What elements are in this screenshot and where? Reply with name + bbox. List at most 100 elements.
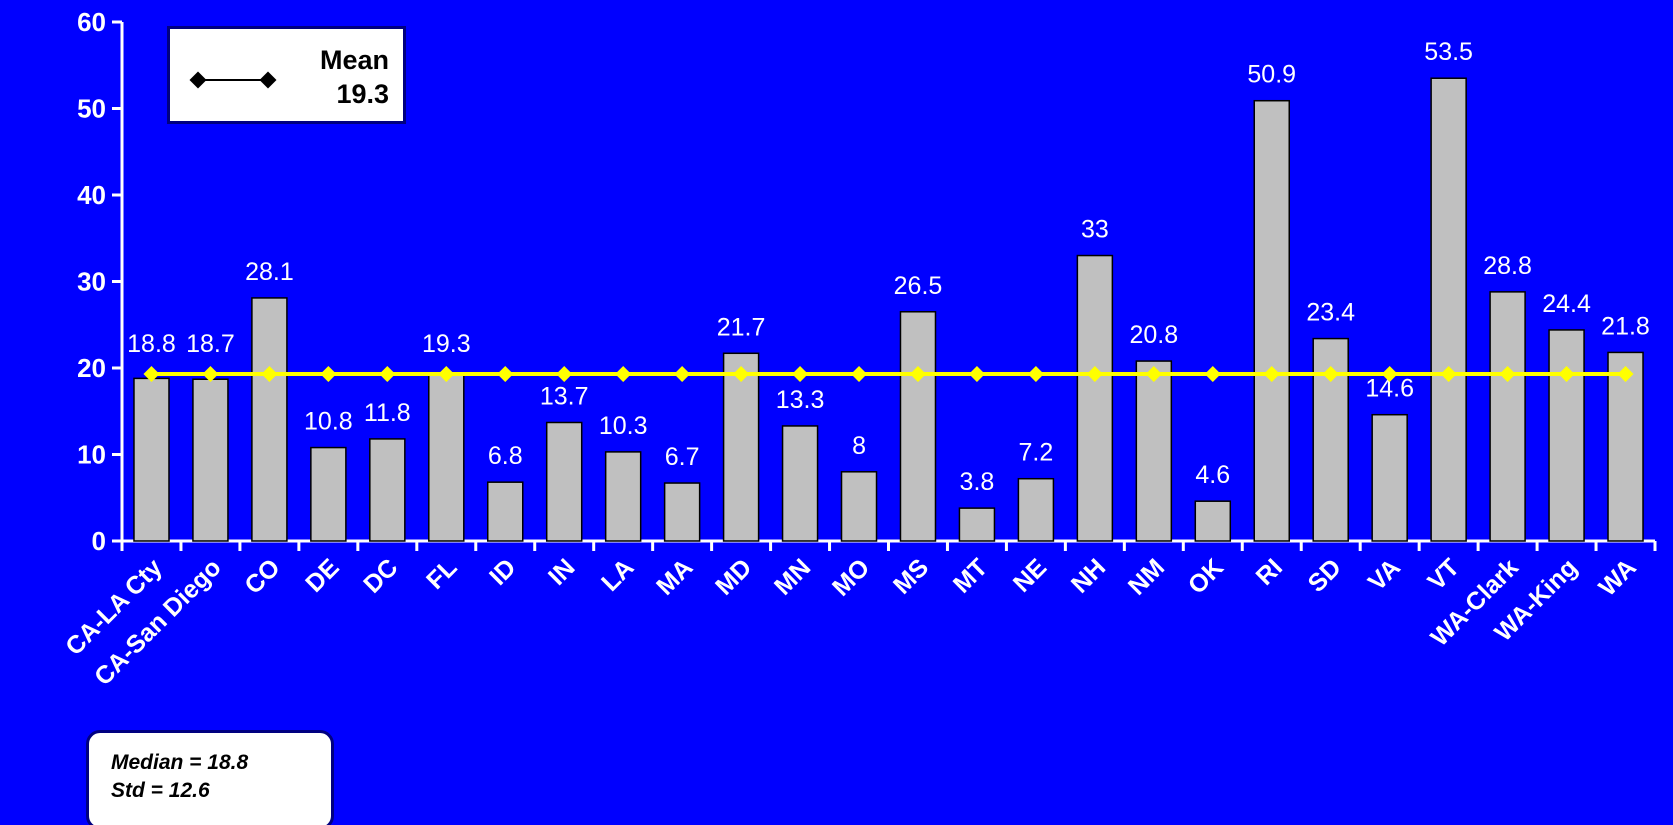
bar [663,482,701,542]
data-label: 21.8 [1601,312,1650,340]
data-label: 18.8 [127,330,176,358]
legend: Mean 19.3 [167,26,406,124]
legend-series-name: Mean [319,45,389,75]
median-text: Median = 18.8 [111,751,249,774]
x-tick-label: RI [1251,553,1288,590]
stats-box: Median = 18.8 Std = 12.6 [86,730,334,825]
data-label: 28.1 [245,258,294,286]
mean-marker [1027,366,1044,383]
x-tick-label: NE [1008,553,1052,597]
mean-marker [143,366,160,383]
data-label: 33 [1081,216,1109,244]
mean-marker [202,366,219,383]
bar [192,378,229,542]
bar [487,481,524,542]
mean-marker [674,366,691,383]
mean-marker [1617,366,1634,383]
mean-marker [968,366,985,383]
data-label: 8 [852,432,866,460]
bar [604,451,642,542]
legend-mean-value: 19.3 [336,79,389,109]
legend-label: Mean 19.3 [320,43,389,111]
bar [958,507,996,542]
mean-marker [438,366,455,383]
data-label: 10.3 [599,412,648,440]
x-tick-label: MA [651,553,698,600]
mean-marker [1381,366,1398,383]
bar [428,373,465,542]
mean-marker [261,366,278,383]
x-tick-label: WA [1593,553,1641,601]
y-tick-label: 60 [77,7,106,37]
data-label: 19.3 [422,330,471,358]
data-label: 18.7 [186,330,235,358]
bar [899,311,937,542]
x-tick-label: DE [300,553,344,597]
mean-marker [1499,366,1516,383]
mean-marker [497,366,514,383]
bar [722,352,760,542]
bar [1253,99,1290,542]
mean-marker [909,366,926,383]
data-label: 50.9 [1247,61,1296,89]
y-tick-label: 50 [77,94,106,124]
data-label: 4.6 [1195,461,1230,489]
data-label: 53.5 [1424,38,1473,66]
mean-marker [733,366,750,383]
bar [781,425,819,542]
bar [1430,77,1467,542]
mean-marker [379,366,396,383]
mean-marker [1558,366,1575,383]
mean-marker [320,366,337,383]
mean-marker [1086,366,1103,383]
bar [545,421,583,542]
mean-marker [1440,366,1457,383]
mean-marker [851,366,868,383]
mean-marker [556,366,573,383]
bar [251,297,288,542]
x-tick-label: MD [710,553,757,600]
bar [840,471,878,542]
x-tick-label: VT [1422,553,1464,595]
mean-marker [1322,366,1339,383]
data-label: 10.8 [304,408,353,436]
x-tick-label: MO [827,553,875,601]
x-tick-label: LA [596,553,639,596]
bar [1135,360,1173,542]
data-label: 3.8 [960,468,995,496]
x-tick-label: MS [888,553,934,599]
mean-marker [1263,366,1280,383]
data-label: 26.5 [894,272,943,300]
mean-marker [1204,366,1221,383]
data-label: 23.4 [1306,299,1355,327]
x-tick-label: DC [358,553,403,598]
x-tick-label: NH [1066,553,1111,598]
legend-diamond-icon [189,71,207,89]
data-label: 21.7 [717,313,766,341]
x-tick-label: FL [421,553,462,594]
data-label: 28.8 [1483,252,1532,280]
mean-marker [1145,366,1162,383]
std-text: Std = 12.6 [111,779,210,802]
x-tick-label: IN [543,553,580,590]
x-tick-label: NM [1123,553,1170,600]
x-tick-label: ID [484,553,521,590]
legend-line-sample [198,79,268,81]
bar [1489,291,1526,542]
bar [1017,477,1055,542]
data-label: 20.8 [1129,321,1178,349]
y-tick-label: 10 [77,440,106,470]
x-tick-label: MN [769,553,816,600]
mean-marker [792,366,809,383]
legend-diamond-icon [259,71,277,89]
data-label: 13.7 [540,382,589,410]
bar [1371,413,1408,542]
y-tick-label: 30 [77,267,106,297]
bar [369,438,406,542]
bar [310,446,347,542]
data-label: 11.8 [364,399,411,427]
bar [1607,351,1644,542]
x-tick-label: SD [1303,553,1347,597]
